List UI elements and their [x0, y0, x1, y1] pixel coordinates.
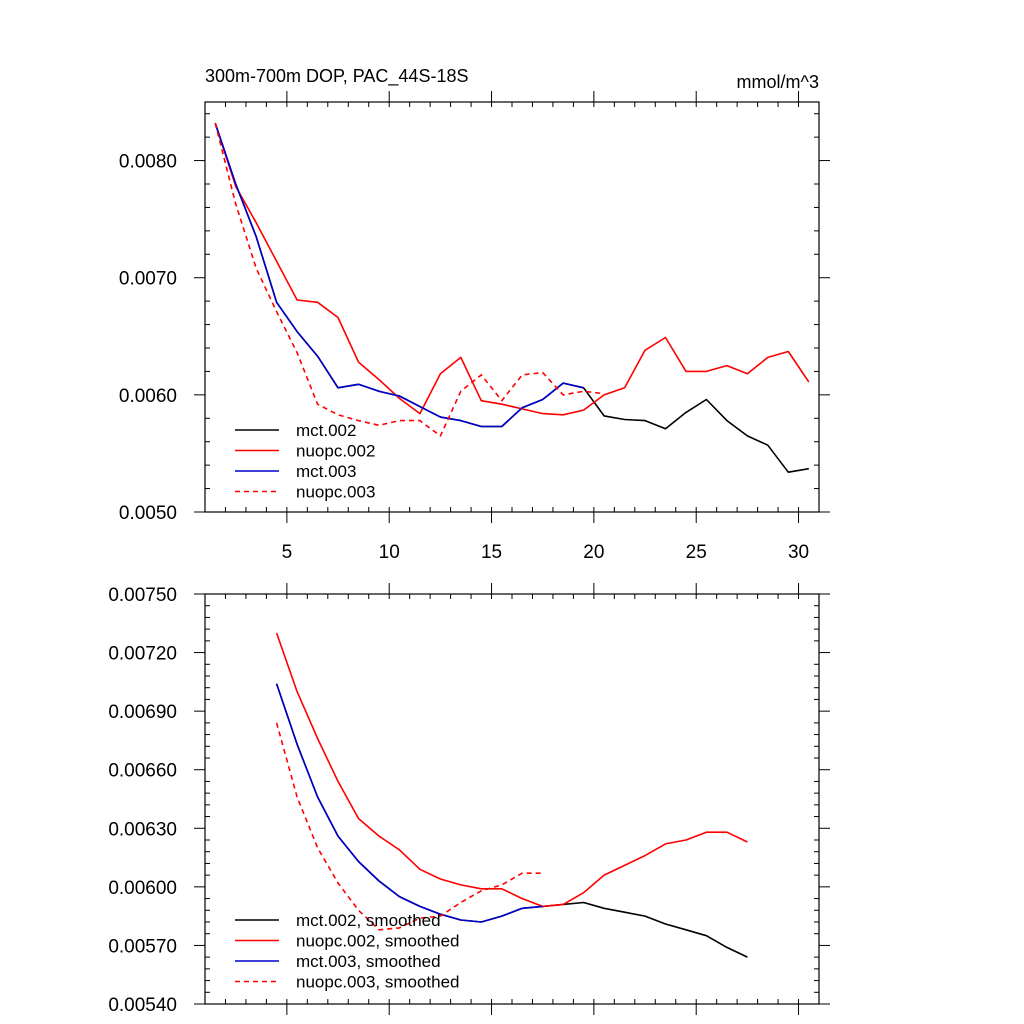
x-tick-label: 20	[583, 542, 604, 563]
y-tick-label: 0.00630	[108, 819, 177, 840]
legend: mct.002, smoothed nuopc.002, smoothedmct.…	[235, 911, 460, 992]
y-tick-label: 0.00660	[108, 761, 177, 782]
plot-frame	[204, 101, 820, 513]
y-tick-label: 0.0060	[119, 386, 177, 407]
y-tick-label: 0.00570	[108, 936, 177, 957]
legend-label: mct.002, smoothed	[296, 911, 441, 930]
y-tick-label: 0.0050	[119, 503, 177, 524]
series-line-nuopc-003-smoothed	[275, 722, 543, 931]
plot-frame	[204, 593, 820, 1005]
y-tick-label: 0.00720	[108, 644, 177, 665]
chart-units: mmol/m^3	[737, 72, 819, 92]
legend-label: mct.002	[296, 421, 356, 440]
y-tick-label: 0.00690	[108, 702, 177, 723]
legend-label: nuopc.003	[296, 483, 375, 502]
x-tick-label: 25	[686, 542, 707, 563]
y-tick-label: 0.00600	[108, 878, 177, 899]
top-panel: 300m-700m DOP, PAC_44S-18S mmol/m^3 5 10 1…	[119, 66, 830, 563]
chart-title: 300m-700m DOP, PAC_44S-18S	[205, 66, 468, 87]
series-line-mct-003	[214, 122, 584, 428]
y-tick-label: 0.0080	[119, 152, 177, 173]
x-tick-label: 10	[379, 542, 400, 563]
bottom-panel: 0.00540 0.00570 0.00600 0.00630 0.00660 0.006…	[108, 583, 830, 1016]
x-tick-label: 15	[481, 542, 502, 563]
series-line-nuopc-003	[214, 122, 605, 437]
series-line-mct-002	[214, 122, 809, 474]
legend-label: mct.003, smoothed	[296, 952, 441, 971]
x-tick-label: 5	[282, 542, 293, 563]
legend-label: nuopc.002	[296, 442, 375, 461]
series-line-mct-003-smoothed	[275, 683, 543, 923]
legend-label: nuopc.003, smoothed	[296, 973, 460, 992]
y-tick-label: 0.00540	[108, 995, 177, 1016]
y-tick-label: 0.00750	[108, 585, 177, 606]
y-tick-label: 0.0070	[119, 269, 177, 290]
series-line-nuopc-002	[214, 122, 810, 416]
series-line-nuopc-002-smoothed	[275, 632, 748, 908]
legend-label: nuopc.002, smoothed	[296, 932, 460, 951]
x-tick-label: 30	[788, 542, 809, 563]
legend-label: mct.003	[296, 462, 356, 481]
